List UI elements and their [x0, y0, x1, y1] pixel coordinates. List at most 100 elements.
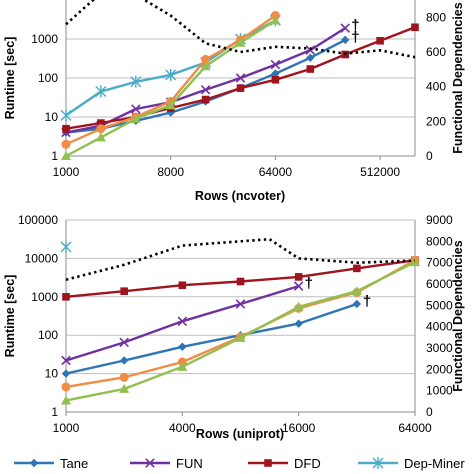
gridlines — [66, 219, 415, 413]
legend-marker — [29, 458, 39, 468]
annotation-dagger: † — [363, 293, 371, 310]
y2-tick-label: 400 — [426, 80, 446, 94]
y2-tick-label: 6000 — [426, 277, 453, 291]
y-tick-label: 10000 — [25, 251, 59, 265]
annotation-dagger: † — [351, 17, 359, 34]
legend: Tane FUN DFD Dep-Miner — [14, 456, 465, 471]
data-point-tane — [352, 299, 362, 309]
y2-tick-label: 9000 — [426, 213, 453, 227]
legend-label: FUN — [176, 456, 203, 471]
data-point-fun — [235, 299, 246, 309]
x-tick-label: 16000 — [282, 421, 316, 435]
data-point-fun — [305, 45, 316, 55]
data-point-fun — [340, 23, 350, 33]
x-tick-label: 64000 — [259, 165, 293, 179]
data-point-dep-miner — [60, 240, 72, 253]
data-point-dep-miner — [165, 68, 177, 81]
data-point-dfd — [120, 287, 128, 295]
data-point-fun — [293, 281, 304, 291]
legend-label: Tane — [60, 456, 88, 471]
y2-tick-label: 600 — [426, 45, 446, 59]
data-point-fun — [61, 355, 71, 366]
data-point-fun — [270, 59, 281, 70]
data-point-fdep — [293, 301, 304, 311]
data-point-fastfds — [61, 382, 71, 392]
y2-axis-title: Functional Dependencies — [451, 2, 465, 153]
data-point-dfd — [376, 36, 384, 45]
y2-tick-label: 1000 — [426, 384, 453, 398]
data-point-fdep — [351, 286, 362, 296]
y2-tick-label: 4000 — [426, 320, 453, 334]
y2-axis-title: Functional Dependencies — [451, 240, 465, 391]
data-point-dfd — [353, 264, 361, 273]
data-point-dfd — [201, 95, 210, 104]
legend-marker — [372, 457, 384, 469]
x-axis-title: Rows (ncvoter) — [195, 189, 285, 203]
y-axis-title: Runtime [sec] — [3, 37, 17, 120]
data-point-fun — [200, 84, 211, 95]
y2-tick-label: 5000 — [426, 298, 453, 312]
data-point-dfd — [271, 75, 280, 84]
legend-item-dfd: DFD — [248, 456, 321, 471]
chart-panel-2: 1 10 100 1000 10000 100000 0 1000 2000 3000 4000 50… — [3, 213, 465, 441]
y-tick-label: 1 — [51, 405, 58, 419]
y-tick-label: 10 — [45, 367, 59, 381]
legend-label: Dep-Miner — [404, 456, 465, 471]
data-point-fastfds — [96, 124, 106, 134]
y-tick-label: 1000 — [31, 290, 58, 304]
data-point-tane — [119, 356, 129, 365]
y2-tick-label: 3000 — [426, 341, 453, 355]
data-point-dfd — [178, 281, 187, 290]
data-point-fastfds — [119, 372, 129, 382]
data-point-dfd — [62, 293, 70, 301]
y-tick-label: 10 — [45, 110, 59, 124]
legend-item-fun: FUN — [130, 456, 203, 471]
series-layer — [60, 237, 420, 405]
y2-tick-label: 2000 — [426, 362, 453, 376]
y-tick-label: 1 — [51, 149, 58, 163]
x-tick-label: 8000 — [157, 165, 184, 179]
legend-marker — [145, 458, 155, 468]
data-point-fastfds — [61, 139, 71, 149]
y-tick-label: 1000 — [31, 32, 58, 46]
data-point-fdep — [165, 100, 176, 110]
data-point-dfd — [97, 119, 105, 127]
data-point-fun — [119, 337, 129, 348]
data-point-fdep — [95, 132, 106, 142]
data-point-fdep — [235, 37, 246, 47]
data-point-fastfds — [201, 54, 211, 64]
data-point-dfd — [294, 273, 303, 281]
data-point-tane — [294, 319, 303, 328]
y2-tick-label: 800 — [426, 10, 446, 24]
data-point-fdep — [119, 383, 130, 393]
data-point-fdep — [270, 15, 281, 25]
data-point-fdep — [235, 332, 246, 342]
y2-tick-label: 200 — [426, 114, 446, 128]
y-tick-label: 100 — [38, 328, 58, 342]
x-tick-label: 1000 — [53, 165, 80, 179]
data-point-tane — [306, 53, 315, 62]
y2-tick-label: 0 — [426, 149, 433, 163]
data-point-fun — [235, 73, 246, 83]
annotation-dagger: † — [351, 29, 359, 46]
x-tick-label: 64000 — [398, 421, 432, 435]
data-point-dfd — [236, 277, 245, 286]
x-tick-label: 1000 — [53, 421, 80, 435]
series-layer — [60, 0, 419, 160]
y-axis-title: Runtime [sec] — [3, 275, 17, 358]
data-point-fdep — [177, 361, 188, 371]
legend-label: DFD — [294, 456, 321, 471]
data-point-dfd — [306, 65, 315, 73]
data-point-tane — [341, 35, 350, 45]
series-line-fds — [65, 237, 416, 281]
series-line-tane — [65, 302, 358, 375]
x-tick-label: 512000 — [360, 165, 400, 179]
data-point-dfd — [411, 23, 419, 32]
y-tick-label: 100 — [38, 71, 58, 85]
legend-marker — [264, 459, 272, 467]
data-point-fdep — [130, 113, 141, 123]
chart-panel-1: 1 10 100 1000 0 200 400 600 800 1000 8000 64000 5120… — [3, 0, 465, 203]
data-point-dfd — [62, 124, 70, 133]
legend-item-dep-miner: Dep-Miner — [358, 456, 465, 471]
